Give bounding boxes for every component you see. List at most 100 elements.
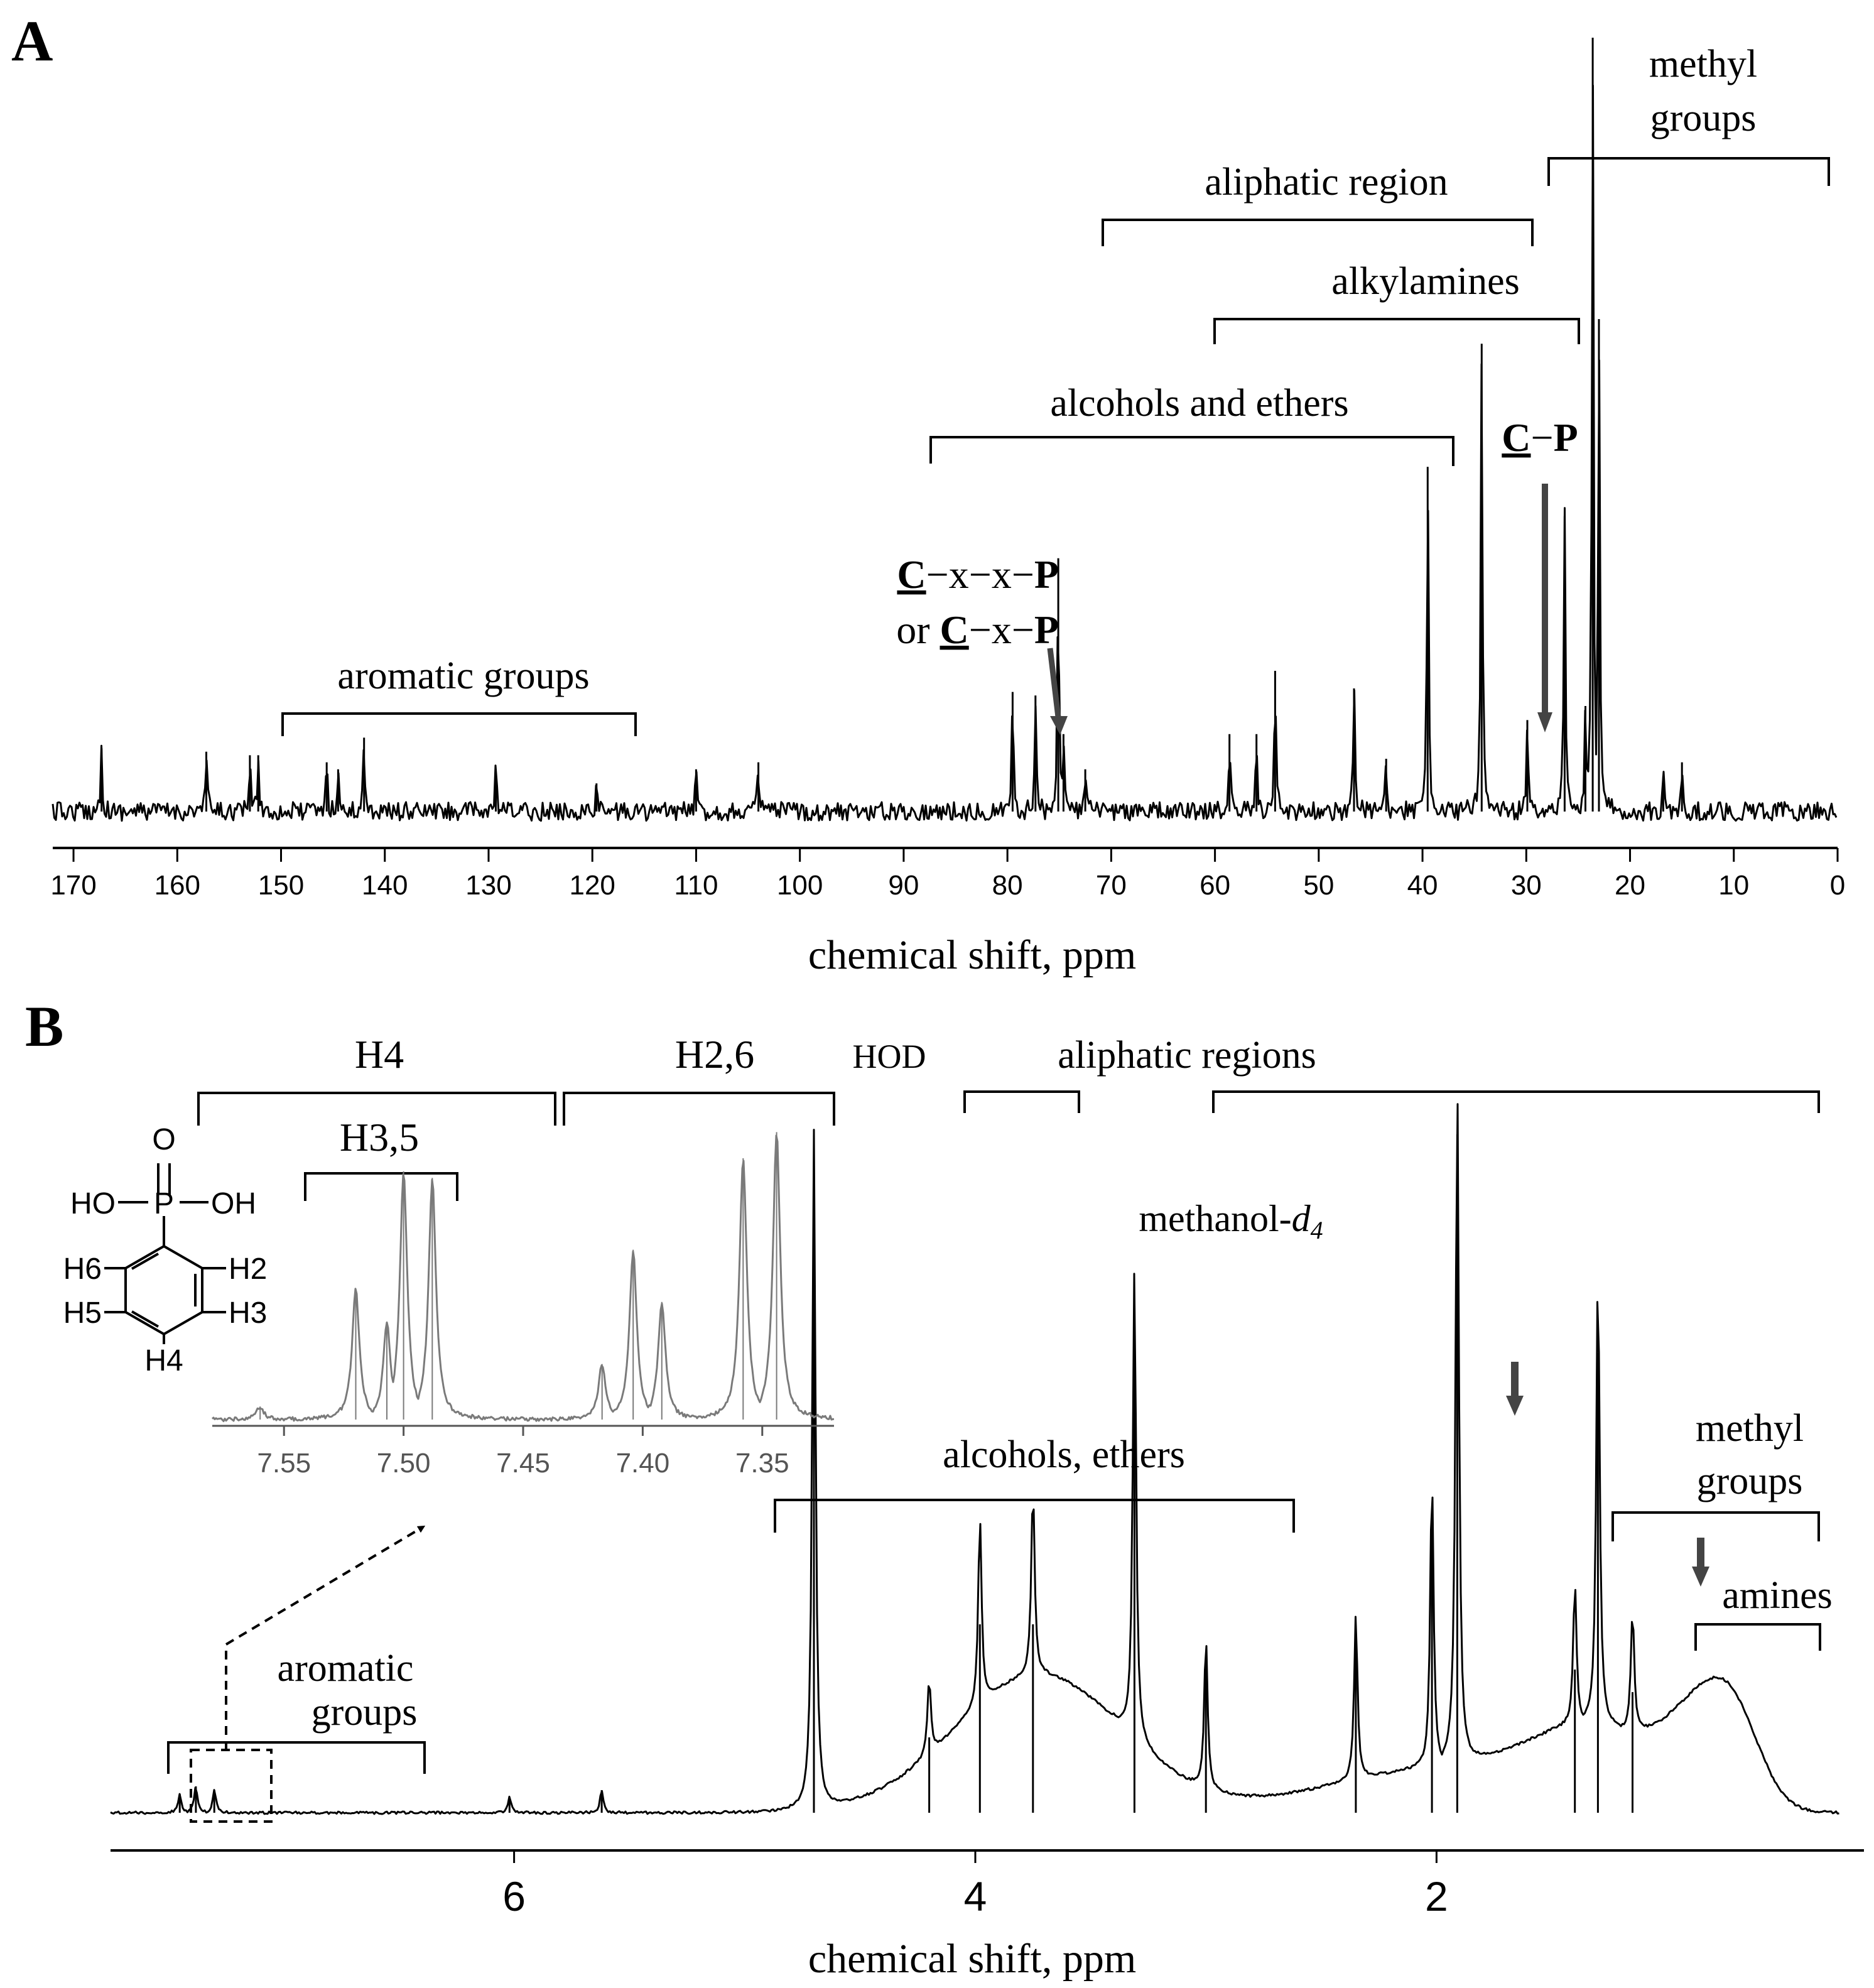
panel-b-ticks: 6 4 2: [502, 1850, 1448, 1920]
ring-double-bond-2: [131, 1310, 159, 1328]
label-hod: HOD: [853, 1038, 926, 1075]
panel-a-tick-label-9: 80: [992, 870, 1023, 901]
bracket-aromatic-groups-b: [167, 1741, 426, 1774]
label-c-x-p-carbon: C: [940, 607, 969, 652]
panel-a-tick-label-2: 150: [258, 870, 304, 901]
atom-h6: H6: [63, 1252, 102, 1286]
panel-a-tick-label-15: 20: [1615, 870, 1645, 901]
arrow-c-x-x-p-head: [1050, 716, 1068, 735]
panel-a-tick-label-16: 10: [1718, 870, 1749, 901]
inset-tick-label-2: 7.45: [496, 1448, 550, 1479]
panel-a-tick-label-6: 110: [674, 870, 718, 901]
bracket-aliphatic-region: [1102, 219, 1534, 246]
arrow-amines-head: [1692, 1567, 1709, 1587]
inset-tick-label-3: 7.40: [616, 1448, 670, 1479]
label-c-x-x-p-phosphorus: P: [1034, 552, 1059, 597]
label-methyl-groups-b-line2: groups: [1697, 1460, 1803, 1502]
panel-b: B 6 4 2 chemical shift, ppm H4 H2,6 H3,5 H…: [25, 994, 1864, 1982]
bracket-aliphatic-region-1: [963, 1090, 1080, 1113]
panel-a-tick-label-13: 40: [1407, 870, 1438, 901]
panel-a-tick-label-5: 120: [569, 870, 615, 901]
label-h3-5: H3,5: [340, 1115, 419, 1160]
panel-a-tick-label-17: 0: [1830, 870, 1845, 901]
label-c-p-carbon: C: [1502, 415, 1530, 460]
label-alkylamines: alkylamines: [1331, 260, 1520, 303]
label-alcohols-ethers-a: alcohols and ethers: [1050, 382, 1348, 425]
panel-a-tick-label-11: 60: [1200, 870, 1230, 901]
benzene-ring: [124, 1244, 203, 1336]
atom-h3: H3: [229, 1296, 267, 1330]
atom-p: P: [154, 1187, 174, 1220]
inset-ticks: 7.55 7.50 7.45 7.40 7.35: [257, 1426, 789, 1479]
inset: 7.55 7.50 7.45 7.40 7.35: [211, 1132, 835, 1479]
label-methanol-d4: methanol-d4: [1139, 1198, 1323, 1244]
atom-h4: H4: [144, 1344, 183, 1377]
atom-oh: OH: [211, 1187, 256, 1220]
arrow-2ppm-head: [1506, 1396, 1524, 1416]
arrow-c-x-x-p-shaft: [1047, 648, 1062, 723]
panel-a-tick-label-4: 130: [465, 870, 511, 901]
label-or-word: or: [896, 607, 940, 652]
label-methyl-groups-a-line2: groups: [1650, 97, 1757, 139]
atom-h5: H5: [63, 1296, 102, 1330]
zoom-arrow: [225, 1525, 426, 1750]
bracket-h2-6: [563, 1092, 835, 1126]
panel-a-ticks: 170 160 150 140 130 120 110 100 90 80 70 60 50 40 30 20…: [50, 848, 1845, 901]
panel-a: A 170 160 150 140 130 120 110 100 90 80 70 60 50 40 30…: [11, 9, 1845, 978]
inset-tick-label-0: 7.55: [257, 1448, 311, 1479]
label-methanol-d: d: [1292, 1198, 1311, 1239]
bracket-methyl-groups-b: [1611, 1511, 1820, 1541]
panel-a-tick-label-1: 160: [154, 870, 200, 901]
bracket-aromatic-groups-a: [281, 712, 637, 736]
panel-b-spectrum-line: [110, 1103, 1839, 1815]
panel-b-xlabel: chemical shift, ppm: [808, 1936, 1136, 1982]
panel-b-peaks: [178, 1134, 1633, 1813]
panel-a-tick-label-8: 90: [888, 870, 919, 901]
atom-o: O: [152, 1123, 175, 1156]
bracket-alcohols-ethers-a: [929, 436, 1454, 466]
bracket-h3-5: [304, 1172, 458, 1201]
label-aromatic-groups-a: aromatic groups: [337, 655, 589, 697]
label-c-x-p-phosphorus: P: [1034, 607, 1059, 652]
panel-a-xlabel: chemical shift, ppm: [808, 932, 1136, 978]
panel-a-tick-label-7: 100: [777, 870, 823, 901]
panel-a-label: A: [11, 9, 53, 73]
panel-a-tick-label-14: 30: [1511, 870, 1542, 901]
label-c-p-phosphorus: P: [1554, 415, 1578, 460]
bracket-alcohols-ethers-b: [774, 1499, 1295, 1533]
panel-b-tick-label-2: 2: [1425, 1873, 1448, 1920]
label-amines: amines: [1722, 1574, 1833, 1617]
label-aromatic-groups-b-line1: aromatic: [278, 1647, 414, 1690]
label-h2-6: H2,6: [675, 1032, 754, 1077]
panel-b-tick-label-0: 6: [502, 1873, 526, 1920]
panel-a-tick-label-10: 70: [1096, 870, 1127, 901]
bracket-alkylamines: [1213, 318, 1580, 344]
label-aliphatic-regions: aliphatic regions: [1058, 1034, 1316, 1077]
label-methyl-groups-a-line1: methyl: [1649, 43, 1757, 85]
bracket-amines: [1694, 1623, 1821, 1651]
inset-spectrum-line: [211, 1134, 835, 1423]
arrow-c-p-head: [1537, 712, 1552, 732]
label-c-x-p-middle: −x−: [969, 607, 1034, 652]
label-methyl-groups-b-line1: methyl: [1696, 1407, 1804, 1450]
bracket-aliphatic-region-2: [1212, 1090, 1820, 1113]
panel-a-peaks: [100, 38, 1683, 812]
panel-a-spectrum-line: [51, 84, 1838, 822]
label-methanol-sub: 4: [1311, 1216, 1323, 1244]
ring-double-bond-3: [131, 1252, 159, 1270]
label-c-x-x-p-carbon: C: [897, 552, 926, 597]
structure-labels: O P HO OH H2 H3 H4 H5 H6: [63, 1123, 268, 1377]
label-c-x-x-p: C−x−x−P: [897, 552, 1059, 597]
inset-peaks: [259, 1132, 777, 1420]
label-alcohols-ethers-b: alcohols, ethers: [943, 1433, 1185, 1476]
panel-b-tick-label-1: 4: [964, 1873, 987, 1920]
label-c-x-x-p-middle: −x−x−: [926, 552, 1034, 597]
label-methanol-prefix: methanol-: [1139, 1198, 1291, 1239]
label-c-p: C−P: [1502, 415, 1578, 460]
panel-b-label: B: [25, 994, 63, 1058]
label-c-p-dash: −: [1531, 415, 1554, 460]
label-or-c-x-p: or C−x−P: [896, 607, 1059, 652]
inset-tick-label-4: 7.35: [735, 1448, 789, 1479]
inset-tick-label-1: 7.50: [377, 1448, 431, 1479]
structure-phenylphosphonic-acid: [104, 1163, 226, 1344]
